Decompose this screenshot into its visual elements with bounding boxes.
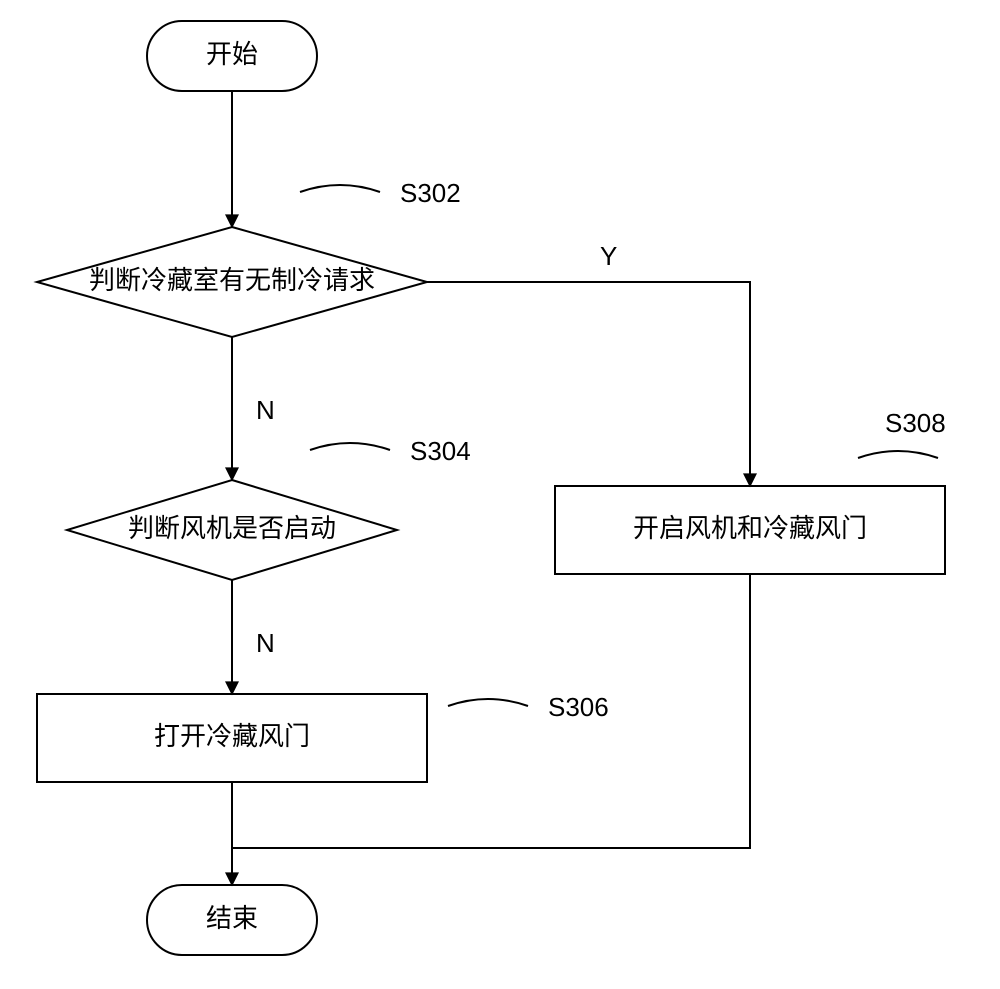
node-d2: 判断风机是否启动 — [67, 480, 397, 580]
node-end: 结束 — [147, 885, 317, 955]
node-p308-label: 开启风机和冷藏风门 — [633, 513, 867, 543]
node-start-label: 开始 — [206, 39, 258, 69]
callout-S308-curve — [858, 451, 938, 458]
edge-label-d2-p306: N — [256, 628, 275, 658]
edge-d1-p308 — [427, 282, 750, 486]
node-d2-label: 判断风机是否启动 — [128, 513, 336, 543]
node-d1-label: 判断冷藏室有无制冷请求 — [89, 265, 375, 295]
callout-S308-text: S308 — [885, 408, 946, 438]
node-p308: 开启风机和冷藏风门 — [555, 486, 945, 574]
node-end-label: 结束 — [206, 903, 258, 933]
edge-label-d1-d2: N — [256, 395, 275, 425]
callout-S302-text: S302 — [400, 178, 461, 208]
callout-S306-curve — [448, 699, 528, 706]
node-d1: 判断冷藏室有无制冷请求 — [37, 227, 427, 337]
callout-S306-text: S306 — [548, 692, 609, 722]
node-p306-label: 打开冷藏风门 — [154, 721, 310, 751]
edge-label-d1-p308: Y — [600, 241, 617, 271]
node-start: 开始 — [147, 21, 317, 91]
callout-S304-text: S304 — [410, 436, 471, 466]
node-p306: 打开冷藏风门 — [37, 694, 427, 782]
callout-S304-curve — [310, 443, 390, 450]
callout-S302-curve — [300, 185, 380, 192]
